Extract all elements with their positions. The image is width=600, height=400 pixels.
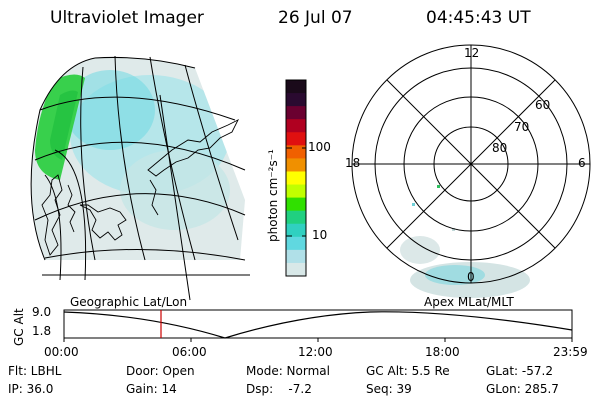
colorbar-frame: [285, 79, 307, 277]
mlt-label-6: 6: [578, 156, 586, 170]
mlt-label-12: 12: [464, 46, 480, 60]
colorbar-segment: [286, 249, 306, 264]
gain-info: Gain: 14: [126, 382, 177, 396]
mlt-label-18: 18: [345, 156, 361, 170]
colorbar-segment: [286, 236, 306, 251]
lat-label-70: 70: [514, 120, 530, 134]
colorbar: [285, 79, 307, 277]
colorbar-segment: [286, 184, 306, 199]
dsp-info: Dsp: -7.2: [246, 382, 312, 396]
colorbar-segment: [286, 132, 306, 146]
colorbar-segment: [286, 145, 306, 159]
x-tick-1200: 12:00: [298, 345, 333, 359]
gc-alt-axis-label: GC Alt: [12, 308, 26, 346]
geographic-map: [30, 55, 250, 301]
app-title: Ultraviolet Imager: [50, 8, 204, 28]
date-label: 26 Jul 07: [278, 8, 353, 28]
lat-label-80: 80: [492, 141, 508, 155]
ip-info: IP: 36.0: [8, 382, 54, 396]
polar-label: Apex MLat/MLT: [424, 295, 514, 309]
colorbar-segment: [286, 119, 306, 133]
colorbar-tick-10: 10: [312, 228, 328, 242]
gc-alt-info: GC Alt: 5.5 Re: [366, 364, 450, 378]
x-tick-0000: 00:00: [44, 345, 79, 359]
x-tick-2359: 23:59: [553, 345, 588, 359]
colorbar-segment: [286, 171, 306, 186]
y-tick-1-8: 1.8: [32, 324, 52, 338]
colorbar-segment: [286, 223, 306, 238]
lat-label-60: 60: [535, 98, 551, 112]
mlt-label-0: 0: [467, 270, 475, 284]
colorbar-segment: [286, 93, 306, 107]
mode-info: Mode: Normal: [246, 364, 330, 378]
filter-info: Flt: LBHL: [8, 364, 62, 378]
colorbar-segment: [286, 106, 306, 120]
colorbar-segment: [286, 158, 306, 172]
glat-info: GLat: -57.2: [486, 364, 553, 378]
colorbar-unit-label: photon cm⁻²s⁻¹: [266, 149, 280, 242]
time-label: 04:45:43 UT: [426, 8, 531, 28]
polar-plot: [351, 44, 591, 298]
colorbar-segment: [286, 197, 306, 212]
colorbar-segment: [286, 262, 306, 277]
seq-info: Seq: 39: [366, 382, 412, 396]
map-label: Geographic Lat/Lon: [70, 295, 188, 309]
colorbar-tick-100: 100: [308, 140, 331, 154]
altitude-plot: [63, 309, 573, 342]
x-tick-1800: 18:00: [425, 345, 460, 359]
glon-info: GLon: 285.7: [486, 382, 559, 396]
x-tick-0600: 06:00: [172, 345, 207, 359]
colorbar-segment: [286, 210, 306, 225]
colorbar-segment: [286, 80, 306, 94]
y-tick-9: 9.0: [32, 305, 52, 319]
door-info: Door: Open: [126, 364, 195, 378]
